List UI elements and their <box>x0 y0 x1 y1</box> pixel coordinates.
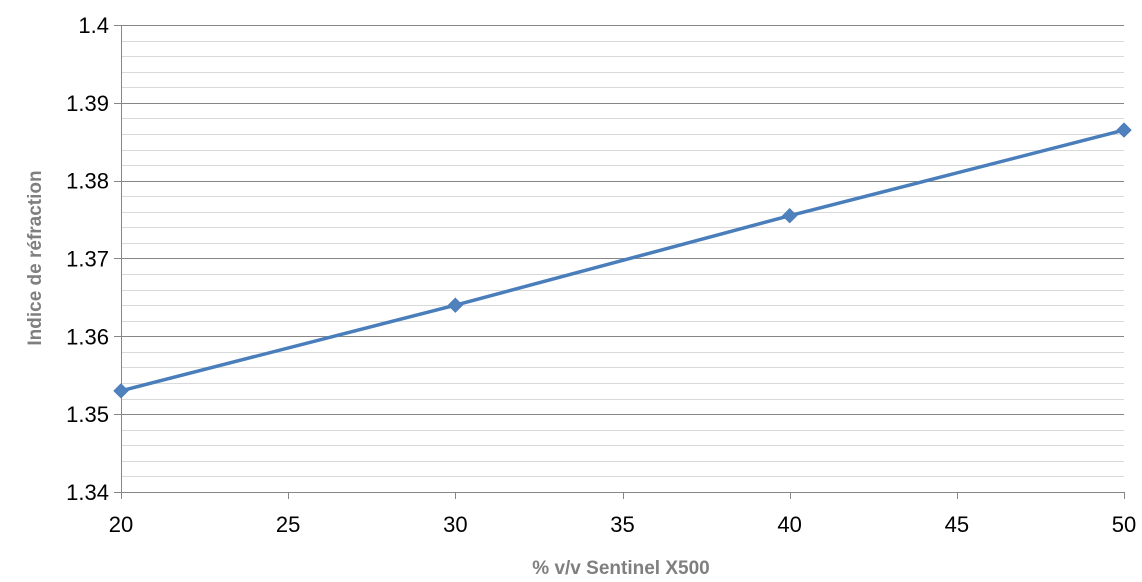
x-tick-label: 45 <box>945 512 969 537</box>
y-tick-label: 1.38 <box>66 169 109 194</box>
data-point-marker <box>447 297 464 313</box>
data-point-marker <box>781 207 798 224</box>
series-line <box>119 128 1126 393</box>
x-axis-ticks <box>121 492 1125 499</box>
x-tick-label: 35 <box>610 512 634 537</box>
major-gridlines <box>121 25 1124 415</box>
x-tick-label: 30 <box>443 512 467 537</box>
y-tick-label: 1.39 <box>66 91 109 116</box>
y-tick-label: 1.34 <box>66 480 109 505</box>
series-layer <box>113 122 1132 399</box>
y-tick-label: 1.37 <box>66 247 109 272</box>
data-point-marker <box>113 383 129 399</box>
x-axis-tick-labels: 20 25 30 35 40 45 50 <box>109 512 1136 537</box>
y-tick-label: 1.36 <box>66 324 109 349</box>
data-point-marker <box>1116 122 1132 138</box>
x-axis-title: % v/v Sentinel X500 <box>532 558 709 579</box>
y-tick-label: 1.4 <box>78 13 109 38</box>
y-axis-title: Indice de réfraction <box>25 170 46 345</box>
x-tick-label: 25 <box>276 512 300 537</box>
x-tick-label: 20 <box>109 512 133 537</box>
y-axis-tick-labels: 1.34 1.35 1.36 1.37 1.38 1.39 1.4 <box>66 13 109 505</box>
x-tick-label: 40 <box>777 512 801 537</box>
x-tick-label: 50 <box>1112 512 1136 537</box>
y-tick-label: 1.35 <box>66 402 109 427</box>
minor-gridlines <box>121 41 1124 477</box>
